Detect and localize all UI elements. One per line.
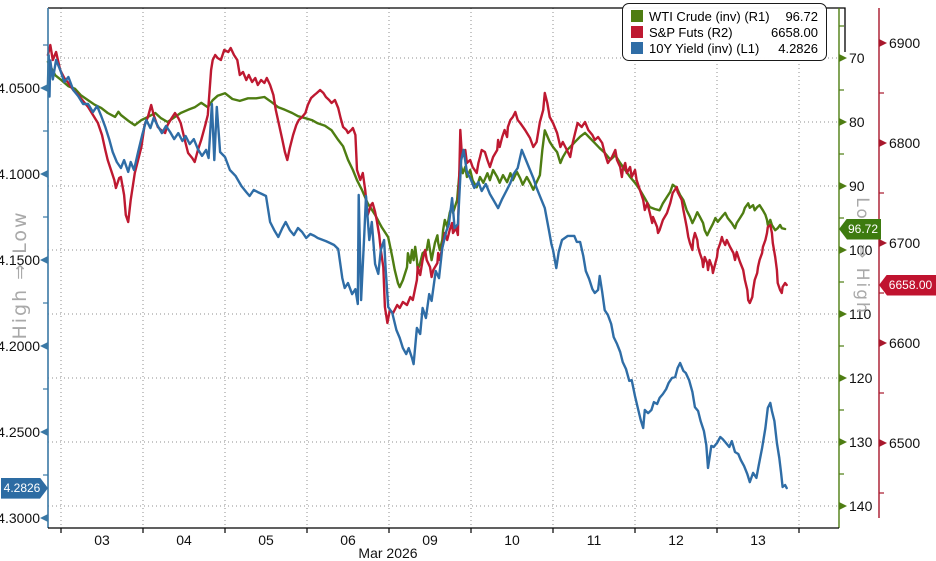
tick-arrow-icon	[40, 256, 48, 264]
x-tick-label: 06	[340, 532, 356, 548]
tick-arrow-icon	[839, 374, 847, 382]
axis-tick-label: 100	[849, 242, 873, 258]
sp-series-swatch-icon	[631, 26, 643, 38]
x-tick-label: 10	[504, 532, 520, 548]
wti-last-value-badge: 96.72	[839, 218, 881, 240]
series-line-R2	[46, 43, 788, 325]
legend-value: 6658.00	[771, 24, 818, 40]
x-tick-label: 09	[422, 532, 438, 548]
axis-tick-label: 4.0500	[0, 80, 40, 96]
axis-tick-label: 6500	[889, 435, 920, 451]
legend-item-10y-yield[interactable]: 10Y Yield (inv) (L1) 4.2826	[631, 40, 818, 56]
legend-label: S&P Futs (R2)	[649, 24, 733, 40]
axis-tick-label: 4.1000	[0, 166, 40, 182]
series-line-R1	[46, 60, 787, 289]
series-line-L1	[46, 54, 788, 490]
tick-arrow-icon	[839, 54, 847, 62]
axis-tick-label: 6900	[889, 35, 920, 51]
yield-last-value-badge: 4.2826	[1, 478, 48, 499]
left-axis-direction-label: High ⇒ Low	[9, 210, 31, 340]
tick-arrow-icon	[839, 438, 847, 446]
x-axis-title: Mar 2026	[358, 545, 417, 561]
tick-arrow-icon	[879, 239, 887, 247]
axis-tick-label: 90	[849, 178, 865, 194]
tick-arrow-icon	[40, 84, 48, 92]
right-axis-direction-label: Low ⇒ High	[852, 197, 872, 315]
axis-tick-label: 80	[849, 114, 865, 130]
axis-tick-label: 120	[849, 370, 873, 386]
tick-arrow-icon	[839, 502, 847, 510]
yield-series-swatch-icon	[631, 42, 643, 54]
wti-series-swatch-icon	[631, 10, 643, 22]
tick-arrow-icon	[839, 310, 847, 318]
tick-arrow-icon	[879, 439, 887, 447]
legend-value: 96.72	[785, 8, 818, 24]
tick-arrow-icon	[40, 428, 48, 436]
axis-tick-label: 110	[849, 306, 872, 322]
axis-tick-label: 4.3000	[0, 510, 40, 526]
tick-arrow-icon	[839, 118, 847, 126]
x-tick-label: 13	[750, 532, 766, 548]
axis-tick-label: 6600	[889, 335, 920, 351]
axis-tick-label: 4.1500	[0, 252, 40, 268]
tick-arrow-icon	[879, 139, 887, 147]
legend-label: 10Y Yield (inv) (L1)	[649, 40, 760, 56]
tick-arrow-icon	[40, 342, 48, 350]
legend-item-wti[interactable]: WTI Crude (inv) (R1) 96.72	[631, 8, 818, 24]
sp-last-value-badge: 6658.00	[879, 274, 936, 296]
legend-value: 4.2826	[778, 40, 818, 56]
x-tick-label: 11	[587, 532, 602, 548]
x-tick-label: 03	[94, 532, 110, 548]
legend: WTI Crude (inv) (R1) 96.72 S&P Futs (R2)…	[622, 3, 827, 61]
axis-tick-label: 4.2500	[0, 424, 40, 440]
top-frame	[48, 7, 846, 52]
axis-tick-label: 140	[849, 498, 873, 514]
tick-arrow-icon	[879, 39, 887, 47]
axis-tick-label: 4.2000	[0, 338, 40, 354]
tick-arrow-icon	[40, 170, 48, 178]
tick-arrow-icon	[879, 339, 887, 347]
axis-tick-label: 70	[849, 50, 865, 66]
tick-arrow-icon	[40, 514, 48, 522]
tick-arrow-icon	[839, 182, 847, 190]
legend-item-sp-futs[interactable]: S&P Futs (R2) 6658.00	[631, 24, 818, 40]
axis-tick-label: 6700	[889, 235, 920, 251]
tick-arrow-icon	[839, 246, 847, 254]
axis-tick-label: 130	[849, 434, 873, 450]
legend-label: WTI Crude (inv) (R1)	[649, 8, 770, 24]
x-tick-label: 05	[258, 532, 274, 548]
x-tick-label: 04	[176, 532, 192, 548]
axis-tick-label: 6800	[889, 135, 920, 151]
x-tick-label: 12	[668, 532, 684, 548]
